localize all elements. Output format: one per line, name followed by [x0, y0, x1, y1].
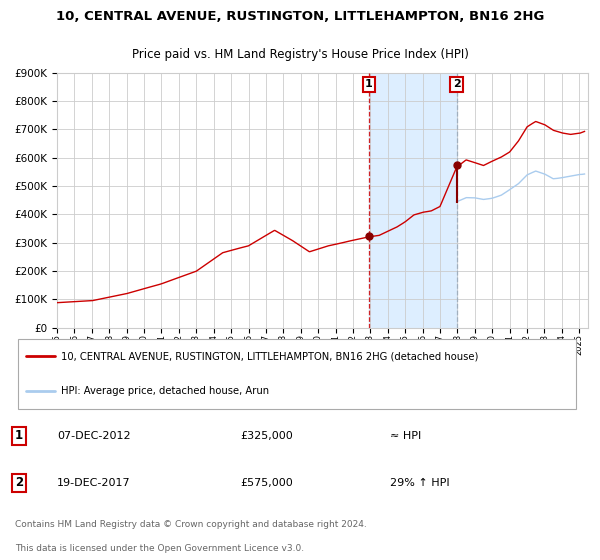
Text: Price paid vs. HM Land Registry's House Price Index (HPI): Price paid vs. HM Land Registry's House … — [131, 48, 469, 61]
Text: £575,000: £575,000 — [240, 478, 293, 488]
Text: This data is licensed under the Open Government Licence v3.0.: This data is licensed under the Open Gov… — [15, 544, 304, 553]
Text: 2: 2 — [453, 79, 461, 89]
Text: 29% ↑ HPI: 29% ↑ HPI — [390, 478, 449, 488]
Text: £325,000: £325,000 — [240, 431, 293, 441]
Text: 1: 1 — [365, 79, 373, 89]
Text: 10, CENTRAL AVENUE, RUSTINGTON, LITTLEHAMPTON, BN16 2HG (detached house): 10, CENTRAL AVENUE, RUSTINGTON, LITTLEHA… — [61, 352, 478, 361]
Text: Contains HM Land Registry data © Crown copyright and database right 2024.: Contains HM Land Registry data © Crown c… — [15, 520, 367, 529]
Text: 1: 1 — [15, 430, 23, 442]
Text: 19-DEC-2017: 19-DEC-2017 — [57, 478, 131, 488]
Bar — [369, 73, 457, 328]
Text: 07-DEC-2012: 07-DEC-2012 — [57, 431, 131, 441]
Text: 2: 2 — [15, 477, 23, 489]
Text: ≈ HPI: ≈ HPI — [390, 431, 421, 441]
Text: HPI: Average price, detached house, Arun: HPI: Average price, detached house, Arun — [61, 386, 269, 396]
FancyBboxPatch shape — [18, 339, 577, 409]
Text: 10, CENTRAL AVENUE, RUSTINGTON, LITTLEHAMPTON, BN16 2HG: 10, CENTRAL AVENUE, RUSTINGTON, LITTLEHA… — [56, 10, 544, 22]
